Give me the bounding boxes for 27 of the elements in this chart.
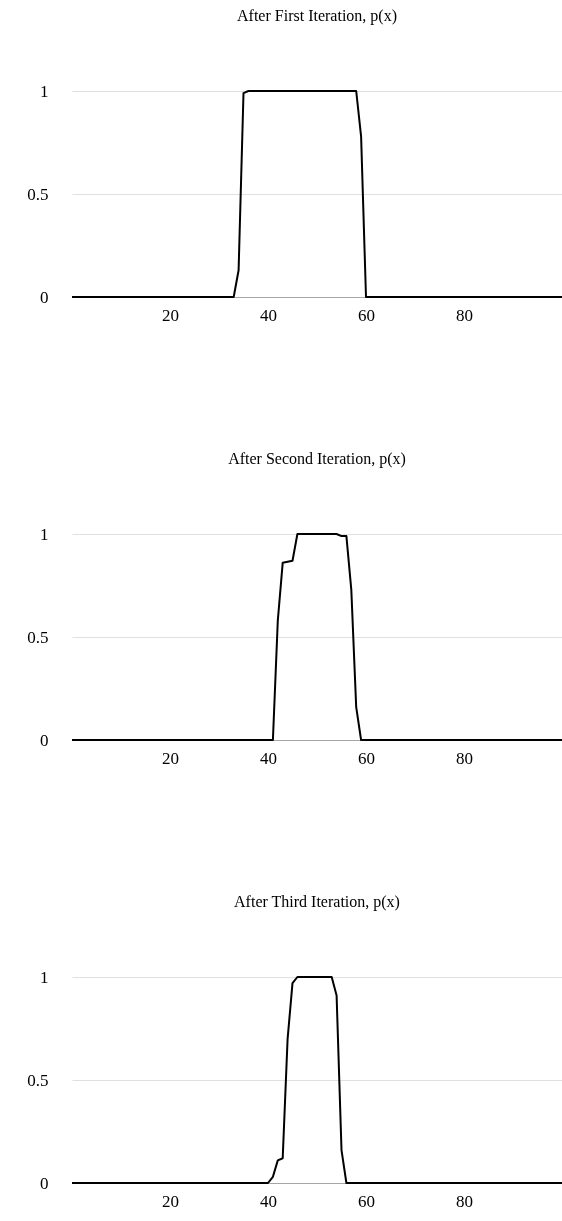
x-tick-label: 80 <box>456 1191 473 1211</box>
y-tick-label: 0 <box>40 730 49 750</box>
x-tick-label: 20 <box>162 748 179 768</box>
x-tick-label: 80 <box>456 305 473 325</box>
x-tick-label: 20 <box>162 305 179 325</box>
y-tick-label: 1 <box>40 81 49 101</box>
y-tick-label: 1 <box>40 524 49 544</box>
y-tick-label: 0.5 <box>27 627 49 647</box>
x-tick-label: 40 <box>260 748 277 768</box>
y-tick-label: 0 <box>40 1173 49 1193</box>
y-tick-label: 1 <box>40 967 49 987</box>
x-tick-label: 40 <box>260 305 277 325</box>
line-series <box>71 90 562 298</box>
chart-title: After First Iteration, p(x) <box>237 7 397 25</box>
line-series <box>71 533 562 741</box>
x-tick-label: 60 <box>358 305 375 325</box>
x-tick-label: 60 <box>358 1191 375 1211</box>
x-tick-label: 60 <box>358 748 375 768</box>
x-tick-label: 80 <box>456 748 473 768</box>
y-tick-label: 0.5 <box>27 1070 49 1090</box>
y-tick-label: 0.5 <box>27 184 49 204</box>
chart-title: After Third Iteration, p(x) <box>234 893 400 911</box>
line-series <box>71 976 562 1184</box>
x-tick-label: 40 <box>260 1191 277 1211</box>
y-tick-label: 0 <box>40 287 49 307</box>
x-tick-label: 20 <box>162 1191 179 1211</box>
chart-title: After Second Iteration, p(x) <box>228 450 406 468</box>
